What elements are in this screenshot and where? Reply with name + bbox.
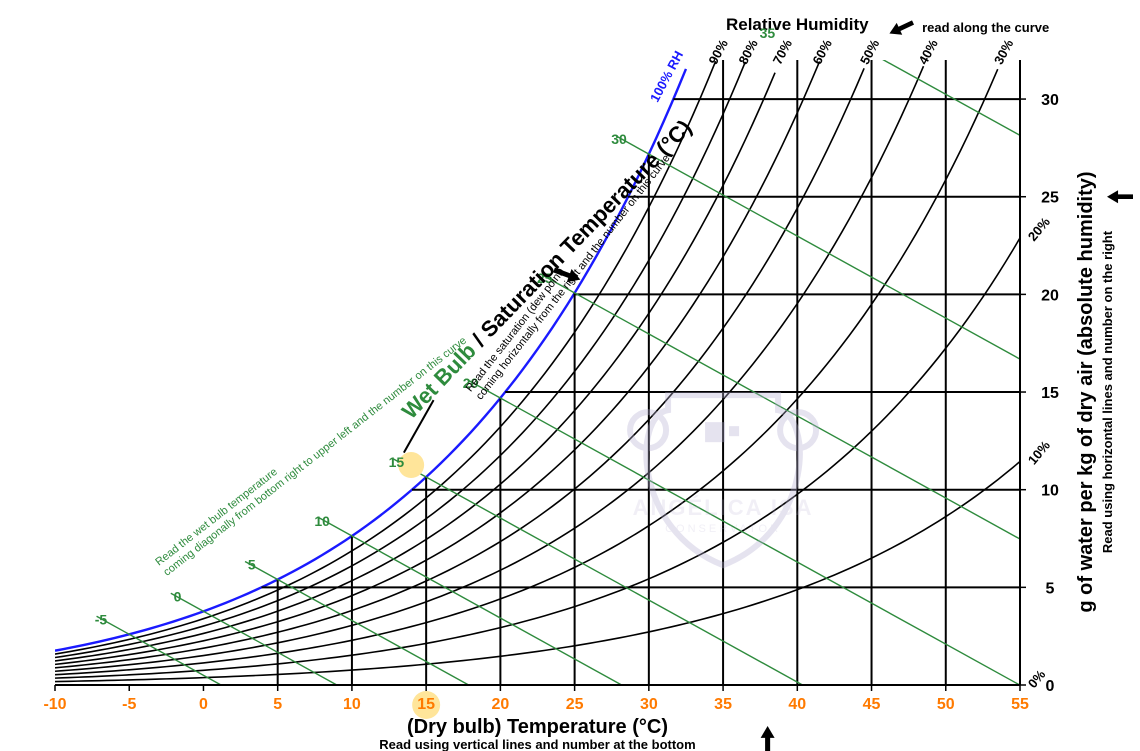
rh-label-90: 90% xyxy=(705,36,731,66)
wb-label-0: 0 xyxy=(174,588,182,604)
wb-label-30: 30 xyxy=(611,131,627,147)
x-tick-30: 30 xyxy=(640,696,658,713)
arrow-icon xyxy=(761,726,775,751)
rh-label-100: 100% RH xyxy=(647,48,686,104)
x-tick-25: 25 xyxy=(566,696,584,713)
sat-titles: Wet Bulb / Saturation Temperature (°C) Re… xyxy=(153,115,696,579)
x-tick-5: 5 xyxy=(273,696,282,713)
rh-label-70: 70% xyxy=(770,36,796,66)
rh-label-40: 40% xyxy=(915,36,941,66)
rh-label-60: 60% xyxy=(809,36,835,66)
psychrometric-chart: ANGÉLICA ISA CONSERVATOR -5 0 5 10 15 20 25 30 35 -… xyxy=(0,0,1140,751)
wb-label-15: 15 xyxy=(389,454,405,470)
watermark-line1: ANGÉLICA ISA xyxy=(633,495,814,520)
y-tick-30: 30 xyxy=(1041,92,1059,109)
y-tick-25: 25 xyxy=(1041,190,1059,207)
arrow-icon xyxy=(887,17,916,40)
x-tick--10: -10 xyxy=(43,696,66,713)
y-tick-15: 15 xyxy=(1041,385,1059,402)
rh-label-10: 10% xyxy=(1025,438,1053,468)
wb-label--5: -5 xyxy=(95,611,108,627)
y-tick-20: 20 xyxy=(1041,287,1059,304)
rh-label-20: 20% xyxy=(1025,214,1053,244)
x-tick-55: 55 xyxy=(1011,696,1029,713)
sat-big-title: Wet Bulb / Saturation Temperature (°C) xyxy=(397,115,696,424)
saturation-curve xyxy=(55,69,686,651)
y-axis-instruction: Read using horizontal lines and number o… xyxy=(1100,230,1115,553)
wb-instr1: Read the wet bulb temperature xyxy=(153,466,279,568)
y-tick-5: 5 xyxy=(1046,580,1055,597)
rh-curve-80 xyxy=(55,62,745,658)
x-tick-40: 40 xyxy=(788,696,806,713)
plot-area xyxy=(55,0,1020,685)
x-axis-title: (Dry bulb) Temperature (°C) xyxy=(407,716,668,738)
x-axis-instruction: Read using vertical lines and number at … xyxy=(379,737,695,751)
wb-label-5: 5 xyxy=(248,557,256,573)
x-tick-15: 15 xyxy=(417,696,435,713)
rh-label-50: 50% xyxy=(857,36,883,66)
arrow-icon xyxy=(1107,190,1133,203)
wetbulb-line-15 xyxy=(393,459,802,685)
rh-label-80: 80% xyxy=(735,36,761,66)
y-tick-10: 10 xyxy=(1041,483,1059,500)
rh-curve-30 xyxy=(55,69,998,675)
x-tick-50: 50 xyxy=(937,696,955,713)
x-tick-10: 10 xyxy=(343,696,361,713)
x-tick-0: 0 xyxy=(199,696,208,713)
y-tick-0: 0 xyxy=(1046,678,1055,695)
rh-header: Relative Humidity xyxy=(726,15,869,34)
rh-label-30: 30% xyxy=(991,36,1017,66)
rh-read-instruction: read along the curve xyxy=(922,20,1049,35)
wb-label-10: 10 xyxy=(314,513,330,529)
x-tick--5: -5 xyxy=(122,696,136,713)
watermark-line2: CONSERVATOR xyxy=(665,523,781,535)
x-tick-20: 20 xyxy=(491,696,509,713)
x-tick-45: 45 xyxy=(863,696,881,713)
wb-label-35-top: 35 xyxy=(760,25,776,41)
x-tick-35: 35 xyxy=(714,696,732,713)
y-axis-title: g of water per kg of dry air (absolute h… xyxy=(1075,171,1097,612)
